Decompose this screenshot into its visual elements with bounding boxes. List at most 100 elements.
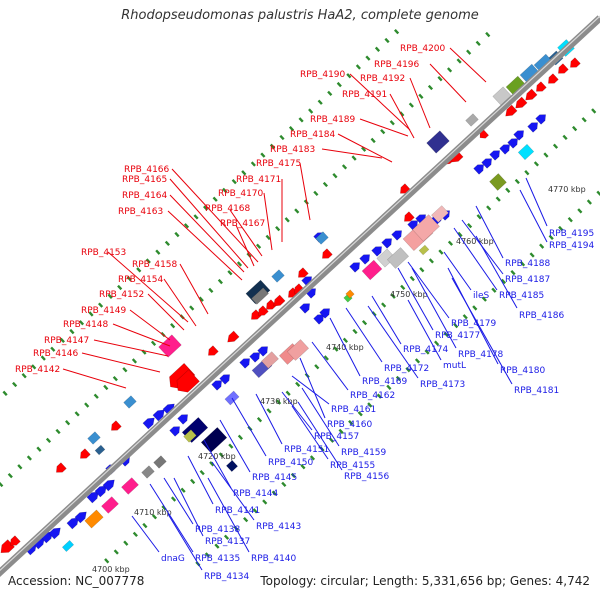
leader-line [367, 305, 419, 379]
tick-mark [424, 349, 430, 355]
minus-gene [56, 462, 67, 473]
leader-line [149, 483, 194, 553]
gene-shape [61, 540, 75, 552]
tick-mark [294, 208, 300, 214]
tick-mark [217, 278, 223, 285]
minus-strand-label: RPB_4164 [122, 191, 168, 201]
minus-gene [208, 345, 219, 356]
minus-gene [273, 294, 286, 307]
tick-mark [586, 199, 592, 205]
gene-shape [56, 462, 67, 473]
plus-gene [507, 138, 518, 149]
leader-line [337, 133, 393, 163]
gene-feature [84, 509, 104, 529]
tick-mark [198, 296, 204, 302]
plus-strand-label: RPB_4144 [233, 489, 279, 499]
tick-mark [367, 402, 373, 408]
leader-line [407, 261, 450, 319]
tick-mark [418, 93, 424, 99]
plus-gene [535, 114, 546, 125]
tick-mark [112, 375, 118, 382]
plus-gene [391, 230, 402, 241]
minus-strand-label: RPB_4163 [118, 207, 163, 217]
gene-shape [322, 248, 333, 259]
minus-gene [558, 63, 569, 74]
tick-mark [309, 455, 316, 461]
minus-strand-label: RPB_4183 [270, 145, 315, 155]
gene-shape [489, 150, 500, 161]
gene-feature [418, 244, 430, 256]
tick-mark [203, 205, 209, 211]
leader-line [107, 251, 189, 323]
plus-strand-label: RPB_4140 [251, 554, 297, 564]
tick-mark [199, 469, 205, 476]
leader-line [179, 263, 209, 315]
tick-mark [591, 108, 597, 114]
plus-strand-label: RPB_4179 [451, 319, 497, 329]
gene-shape [315, 231, 329, 245]
tick-mark [36, 446, 42, 452]
gene-shape [473, 164, 484, 175]
minus-gene [258, 305, 269, 316]
gene-shape [371, 246, 382, 257]
tick-mark [348, 419, 354, 426]
tick-mark [65, 420, 71, 426]
tick-mark [510, 269, 516, 276]
plus-strand-label: RPB_4169 [362, 377, 408, 387]
minus-strand-label: RPB_4158 [132, 260, 178, 270]
tick-mark [443, 331, 449, 338]
gene-shape [525, 88, 538, 101]
tick-mark [227, 270, 233, 276]
leader-line [163, 477, 194, 525]
tick-mark [495, 196, 501, 202]
tick-mark [552, 143, 559, 149]
tick-mark [389, 120, 395, 126]
tick-mark [295, 381, 301, 388]
plus-strand-label: RPB_4137 [205, 537, 250, 547]
tick-mark [472, 305, 478, 311]
leader-line [519, 189, 548, 243]
tick-mark [237, 434, 243, 440]
tick-mark [567, 217, 573, 223]
tick-mark [317, 99, 323, 105]
tick-mark [132, 531, 138, 538]
minus-strand-label: RPB_4191 [342, 90, 387, 100]
tick-mark [136, 267, 142, 273]
tick-mark [314, 364, 320, 370]
tick-mark [241, 170, 247, 176]
tick-mark [381, 302, 387, 308]
leader-line [147, 293, 185, 331]
tick-mark [524, 170, 530, 176]
tick-mark [548, 234, 554, 240]
leader-line [451, 277, 513, 385]
gene-shape [94, 444, 106, 456]
tick-mark [395, 375, 401, 382]
gene-feature [200, 427, 228, 453]
gene-shape [94, 485, 107, 498]
leader-line [291, 375, 330, 405]
minus-strand-label: RPB_4184 [290, 130, 336, 140]
tick-mark [236, 261, 243, 267]
genome-backbone [0, 15, 600, 578]
minus-strand-label: RPB_4153 [81, 248, 126, 258]
gene-shape [177, 414, 188, 425]
tick-mark [204, 552, 211, 558]
tick-mark [374, 46, 381, 52]
tick-mark [400, 284, 406, 291]
plus-strand-label: dnaG [161, 554, 185, 564]
minus-strand-label: RPB_4142 [15, 365, 60, 375]
tick-mark [361, 146, 367, 152]
plus-gene [177, 414, 188, 425]
gene-shape [359, 254, 370, 265]
tick-mark [231, 178, 237, 185]
plus-gene [86, 491, 99, 504]
tick-mark [164, 240, 170, 247]
tick-mark [262, 499, 268, 505]
gene-shape [489, 173, 507, 191]
leader-line [93, 339, 169, 357]
tick-mark [338, 428, 344, 435]
leader-line [62, 368, 127, 389]
gene-shape [141, 465, 155, 479]
leader-line [163, 278, 197, 327]
